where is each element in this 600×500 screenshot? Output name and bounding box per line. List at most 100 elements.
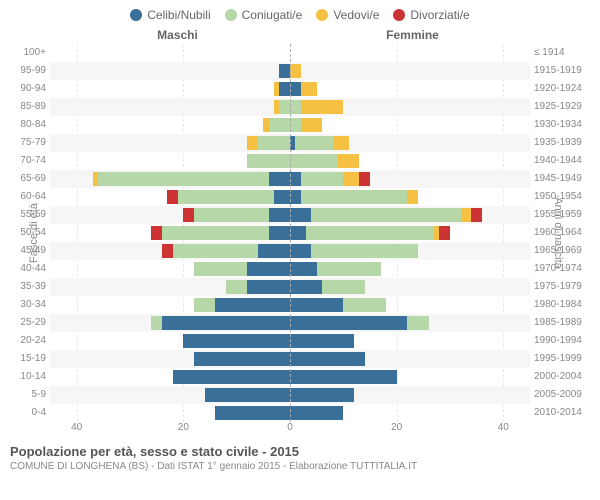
segment	[194, 298, 215, 312]
x-tick-label: 0	[287, 422, 293, 433]
segment	[290, 154, 338, 168]
segment	[333, 136, 349, 150]
legend-swatch	[316, 9, 328, 21]
x-tick-label: 20	[391, 422, 402, 433]
female-bar	[290, 64, 530, 78]
female-bar	[290, 226, 530, 240]
male-bar	[50, 334, 290, 348]
age-label: 70-74	[20, 152, 46, 170]
population-pyramid-chart: Celibi/NubiliConiugati/eVedovi/eDivorzia…	[0, 0, 600, 500]
male-bar	[50, 46, 290, 60]
segment	[269, 118, 290, 132]
female-bar	[290, 190, 530, 204]
legend: Celibi/NubiliConiugati/eVedovi/eDivorzia…	[10, 8, 590, 22]
female-bar	[290, 136, 530, 150]
segment	[279, 100, 290, 114]
birth-year-label: 2000-2004	[534, 368, 582, 386]
segment	[205, 388, 290, 402]
segment	[274, 190, 290, 204]
age-label: 25-29	[20, 314, 46, 332]
birth-year-label: 1945-1949	[534, 170, 582, 188]
segment	[183, 334, 290, 348]
age-label: 90-94	[20, 80, 46, 98]
segment	[290, 172, 301, 186]
age-label: 35-39	[20, 278, 46, 296]
segment	[194, 352, 290, 366]
birth-year-label: 1975-1979	[534, 278, 582, 296]
age-label: 85-89	[20, 98, 46, 116]
segment	[226, 280, 247, 294]
segment	[247, 136, 258, 150]
legend-label: Coniugati/e	[242, 8, 303, 22]
female-bar	[290, 334, 530, 348]
male-bar	[50, 190, 290, 204]
chart-subtitle: COMUNE DI LONGHENA (BS) - Dati ISTAT 1° …	[10, 461, 590, 472]
male-bar	[50, 406, 290, 420]
age-label: 20-24	[20, 332, 46, 350]
segment	[290, 298, 343, 312]
legend-item: Coniugati/e	[225, 8, 303, 22]
x-tick-label: 20	[178, 422, 189, 433]
age-label: 30-34	[20, 296, 46, 314]
legend-label: Vedovi/e	[333, 8, 379, 22]
segment	[290, 244, 311, 258]
segment	[183, 208, 194, 222]
age-label: 80-84	[20, 116, 46, 134]
male-bar	[50, 388, 290, 402]
male-bar	[50, 154, 290, 168]
segment	[290, 334, 354, 348]
age-label: 95-99	[20, 62, 46, 80]
male-bar	[50, 226, 290, 240]
segment	[290, 100, 301, 114]
segment	[162, 244, 173, 258]
segment	[151, 316, 162, 330]
segment	[173, 370, 290, 384]
segment	[290, 64, 301, 78]
segment	[173, 244, 258, 258]
legend-swatch	[393, 9, 405, 21]
legend-item: Celibi/Nubili	[130, 8, 210, 22]
birth-year-label: 1990-1994	[534, 332, 582, 350]
male-bar	[50, 298, 290, 312]
female-bar	[290, 154, 530, 168]
segment	[290, 406, 343, 420]
birth-year-label: ≤ 1914	[534, 44, 565, 62]
segment	[290, 316, 407, 330]
segment	[247, 262, 290, 276]
segment	[322, 280, 365, 294]
segment	[407, 316, 428, 330]
segment	[258, 244, 290, 258]
male-bar	[50, 370, 290, 384]
age-label: 100+	[23, 44, 46, 62]
segment	[162, 316, 290, 330]
segment	[343, 298, 386, 312]
female-bar	[290, 262, 530, 276]
segment	[279, 64, 290, 78]
birth-year-label: 1985-1989	[534, 314, 582, 332]
female-bar	[290, 280, 530, 294]
segment	[290, 370, 397, 384]
segment	[178, 190, 274, 204]
segment	[439, 226, 450, 240]
age-label: 5-9	[32, 386, 46, 404]
label-female: Femmine	[295, 28, 590, 42]
segment	[295, 136, 332, 150]
male-bar	[50, 118, 290, 132]
segment	[301, 118, 322, 132]
age-label: 0-4	[32, 404, 46, 422]
female-bar	[290, 100, 530, 114]
segment	[311, 208, 460, 222]
segment	[311, 244, 418, 258]
segment	[162, 226, 269, 240]
male-bar	[50, 262, 290, 276]
segment	[290, 118, 301, 132]
segment	[471, 208, 482, 222]
segment	[279, 82, 290, 96]
birth-year-label: 2005-2009	[534, 386, 582, 404]
birth-year-label: 1915-1919	[534, 62, 582, 80]
x-tick-label: 40	[498, 422, 509, 433]
segment	[167, 190, 178, 204]
female-bar	[290, 388, 530, 402]
male-bar	[50, 316, 290, 330]
segment	[301, 172, 344, 186]
